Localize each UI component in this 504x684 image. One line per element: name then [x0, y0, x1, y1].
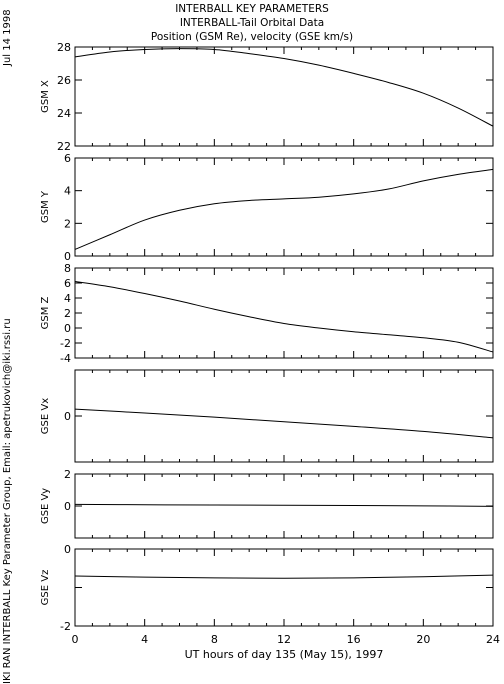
- y-axis-label: GSM Z: [40, 296, 51, 329]
- series-line: [74, 281, 494, 353]
- y-tick-label: 0: [64, 250, 71, 263]
- panel-frame: [74, 369, 494, 463]
- series-line: [74, 503, 494, 507]
- y-tick-label: -2: [60, 337, 71, 350]
- y-tick-label: 0: [64, 500, 71, 513]
- x-tick-label: 20: [416, 633, 430, 646]
- y-tick-label: 4: [64, 185, 71, 198]
- x-tick-label: 4: [141, 633, 148, 646]
- y-tick-label: 0: [64, 410, 71, 423]
- chart-subtitle: INTERBALL-Tail Orbital Data: [179, 17, 325, 29]
- y-tick-label: 22: [57, 140, 71, 153]
- panel-frame: [74, 46, 494, 147]
- y-tick-label: 8: [64, 262, 71, 275]
- series-line: [74, 408, 494, 439]
- y-tick-label: 2: [64, 468, 71, 481]
- y-axis-label: GSM Y: [40, 190, 51, 223]
- series-line: [74, 48, 494, 127]
- x-tick-label: 0: [72, 633, 79, 646]
- chart-subtitle-2: Position (GSM Re), velocity (GSE km/s): [150, 31, 354, 43]
- y-tick-label: 24: [57, 107, 71, 120]
- chart-title: INTERBALL KEY PARAMETERS: [175, 3, 329, 15]
- panel-frame: [74, 548, 494, 627]
- y-tick-label: 2: [64, 217, 71, 230]
- y-tick-label: 28: [57, 41, 71, 54]
- x-tick-label: 8: [211, 633, 218, 646]
- y-tick-label: 0: [64, 322, 71, 335]
- y-axis-label: GSM X: [40, 80, 51, 113]
- y-axis-label: GSE Vx: [40, 398, 51, 434]
- x-tick-label: 16: [347, 633, 361, 646]
- y-axis-label: GSE Vz: [40, 570, 51, 606]
- panel-frame: [74, 157, 494, 257]
- x-axis-label: UT hours of day 135 (May 15), 1997: [185, 648, 384, 661]
- y-tick-label: -2: [60, 620, 71, 633]
- y-tick-label: 2: [64, 307, 71, 320]
- y-tick-label: 6: [64, 152, 71, 165]
- series-line: [74, 574, 494, 579]
- x-tick-label: 12: [277, 633, 291, 646]
- panel-frame: [74, 267, 494, 359]
- y-tick-label: 4: [64, 292, 71, 305]
- x-tick-label: 24: [486, 633, 500, 646]
- y-tick-label: 6: [64, 277, 71, 290]
- y-tick-label: 0: [64, 543, 71, 556]
- y-tick-label: -4: [60, 352, 71, 365]
- series-line: [74, 168, 494, 250]
- y-tick-label: 26: [57, 74, 71, 87]
- y-axis-label: GSE Vy: [40, 488, 51, 524]
